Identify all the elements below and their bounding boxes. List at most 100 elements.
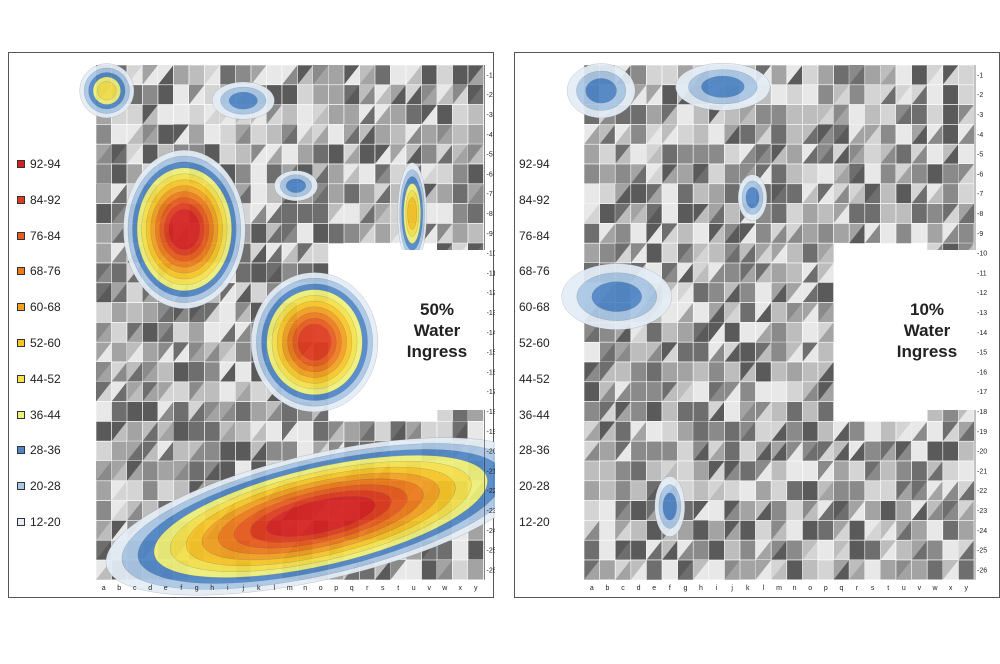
grid-cell	[235, 401, 252, 422]
grid-cell	[297, 421, 314, 442]
grid-cell	[328, 163, 345, 185]
legend-label: 20-28	[519, 479, 550, 494]
grid-cell	[661, 242, 678, 264]
grid-cell	[583, 242, 600, 264]
grid-cell-triangle	[282, 203, 298, 224]
grid-cell	[739, 440, 756, 462]
grid-cell-triangle	[599, 461, 616, 481]
grid-cell-triangle	[468, 183, 484, 204]
grid-cell-triangle	[818, 500, 834, 521]
grid-cell-triangle	[189, 84, 205, 105]
legend-label: 28-36	[519, 443, 550, 458]
grid-cell	[677, 341, 694, 363]
grid-cell-triangle	[173, 461, 189, 481]
grid-cell-triangle	[584, 441, 600, 461]
grid-cell	[235, 421, 252, 442]
grid-cell	[724, 163, 741, 185]
grid-cell	[942, 539, 959, 561]
grid-cell	[95, 242, 112, 264]
grid-cell	[173, 84, 190, 105]
x-tick-label: c	[133, 585, 137, 592]
grid-cell	[204, 124, 221, 145]
legend-label: 76-84	[519, 228, 550, 243]
x-tick-label: j	[730, 585, 733, 592]
grid-cell-triangle	[646, 500, 662, 521]
grid-cell-triangle	[189, 401, 205, 422]
grid-cell	[958, 64, 975, 86]
grid-cell-triangle	[452, 84, 468, 105]
grid-cell	[374, 223, 391, 244]
x-tick-label: r	[856, 585, 859, 592]
grid-cell	[250, 183, 267, 204]
grid-cell	[739, 381, 756, 402]
grid-cell-triangle	[818, 322, 834, 343]
grid-cell-triangle	[911, 183, 928, 204]
grid-cell	[142, 341, 159, 363]
grid-cell-triangle	[615, 362, 631, 382]
legend-label: 44-52	[30, 371, 61, 386]
grid-cell	[111, 341, 128, 363]
grid-cell	[864, 440, 881, 462]
grid-cell	[786, 183, 803, 204]
grid-cell-triangle	[833, 520, 850, 541]
grid-cell	[770, 322, 788, 343]
grid-cell	[724, 183, 741, 204]
grid-cell-triangle	[111, 203, 127, 224]
grid-cell	[817, 64, 834, 86]
y-tick-label: -25	[487, 548, 496, 555]
grid-cell-triangle	[880, 560, 896, 580]
y-tick-label: -25	[977, 548, 987, 555]
grid-cell-triangle	[111, 461, 127, 481]
x-tick-label: d	[148, 585, 152, 592]
grid-cell-triangle	[344, 144, 360, 164]
legend-label: 20-28	[30, 479, 61, 494]
grid-cell	[204, 440, 221, 462]
grid-cell	[630, 223, 647, 244]
contour-band	[591, 281, 642, 312]
grid-cell-triangle	[958, 500, 974, 521]
legend-label: 84-92	[30, 192, 61, 207]
y-tick-label: -3	[487, 112, 493, 119]
grid-cell-triangle	[375, 203, 391, 224]
grid-cell-triangle	[599, 342, 616, 362]
grid-cell-triangle	[724, 381, 740, 402]
grid-cell	[583, 143, 600, 165]
grid-cell	[770, 262, 788, 284]
grid-cell-triangle	[437, 124, 453, 145]
contour-band	[168, 209, 201, 250]
grid-cell-triangle	[584, 560, 600, 580]
grid-cell-triangle	[724, 500, 740, 521]
grid-cell-triangle	[266, 144, 282, 164]
grid-cell	[126, 480, 143, 501]
grid-cell-triangle	[251, 441, 267, 461]
grid-cell	[677, 163, 694, 185]
y-tick-label: -1	[487, 72, 493, 79]
grid-cell	[219, 381, 236, 402]
grid-cell-triangle	[693, 560, 709, 580]
grid-cell-triangle	[127, 342, 143, 362]
grid-cell	[958, 183, 975, 204]
legend-entry: 76-84	[519, 229, 550, 243]
grid-cell	[802, 361, 819, 383]
grid-cell	[802, 480, 819, 501]
x-tick-label: m	[287, 585, 293, 592]
grid-cell	[646, 460, 663, 482]
grid-cell-triangle	[958, 164, 974, 184]
grid-cell	[833, 223, 850, 244]
grid-cell	[111, 440, 128, 462]
contour-band	[97, 81, 117, 101]
grid-cell	[661, 143, 678, 165]
grid-cell	[692, 143, 710, 165]
grid-cell-triangle	[96, 183, 112, 204]
grid-cell	[390, 64, 407, 86]
grid-cell-triangle	[142, 65, 158, 85]
x-tick-label: q	[839, 585, 843, 592]
grid-cell	[942, 124, 959, 145]
x-tick-label: k	[257, 585, 261, 592]
grid-cell	[958, 143, 975, 165]
grid-cell	[926, 421, 944, 442]
grid-cell-triangle	[251, 243, 267, 263]
grid-cell-triangle	[771, 282, 787, 303]
grid-cell-triangle	[204, 421, 220, 442]
grid-cell-triangle	[958, 243, 974, 263]
